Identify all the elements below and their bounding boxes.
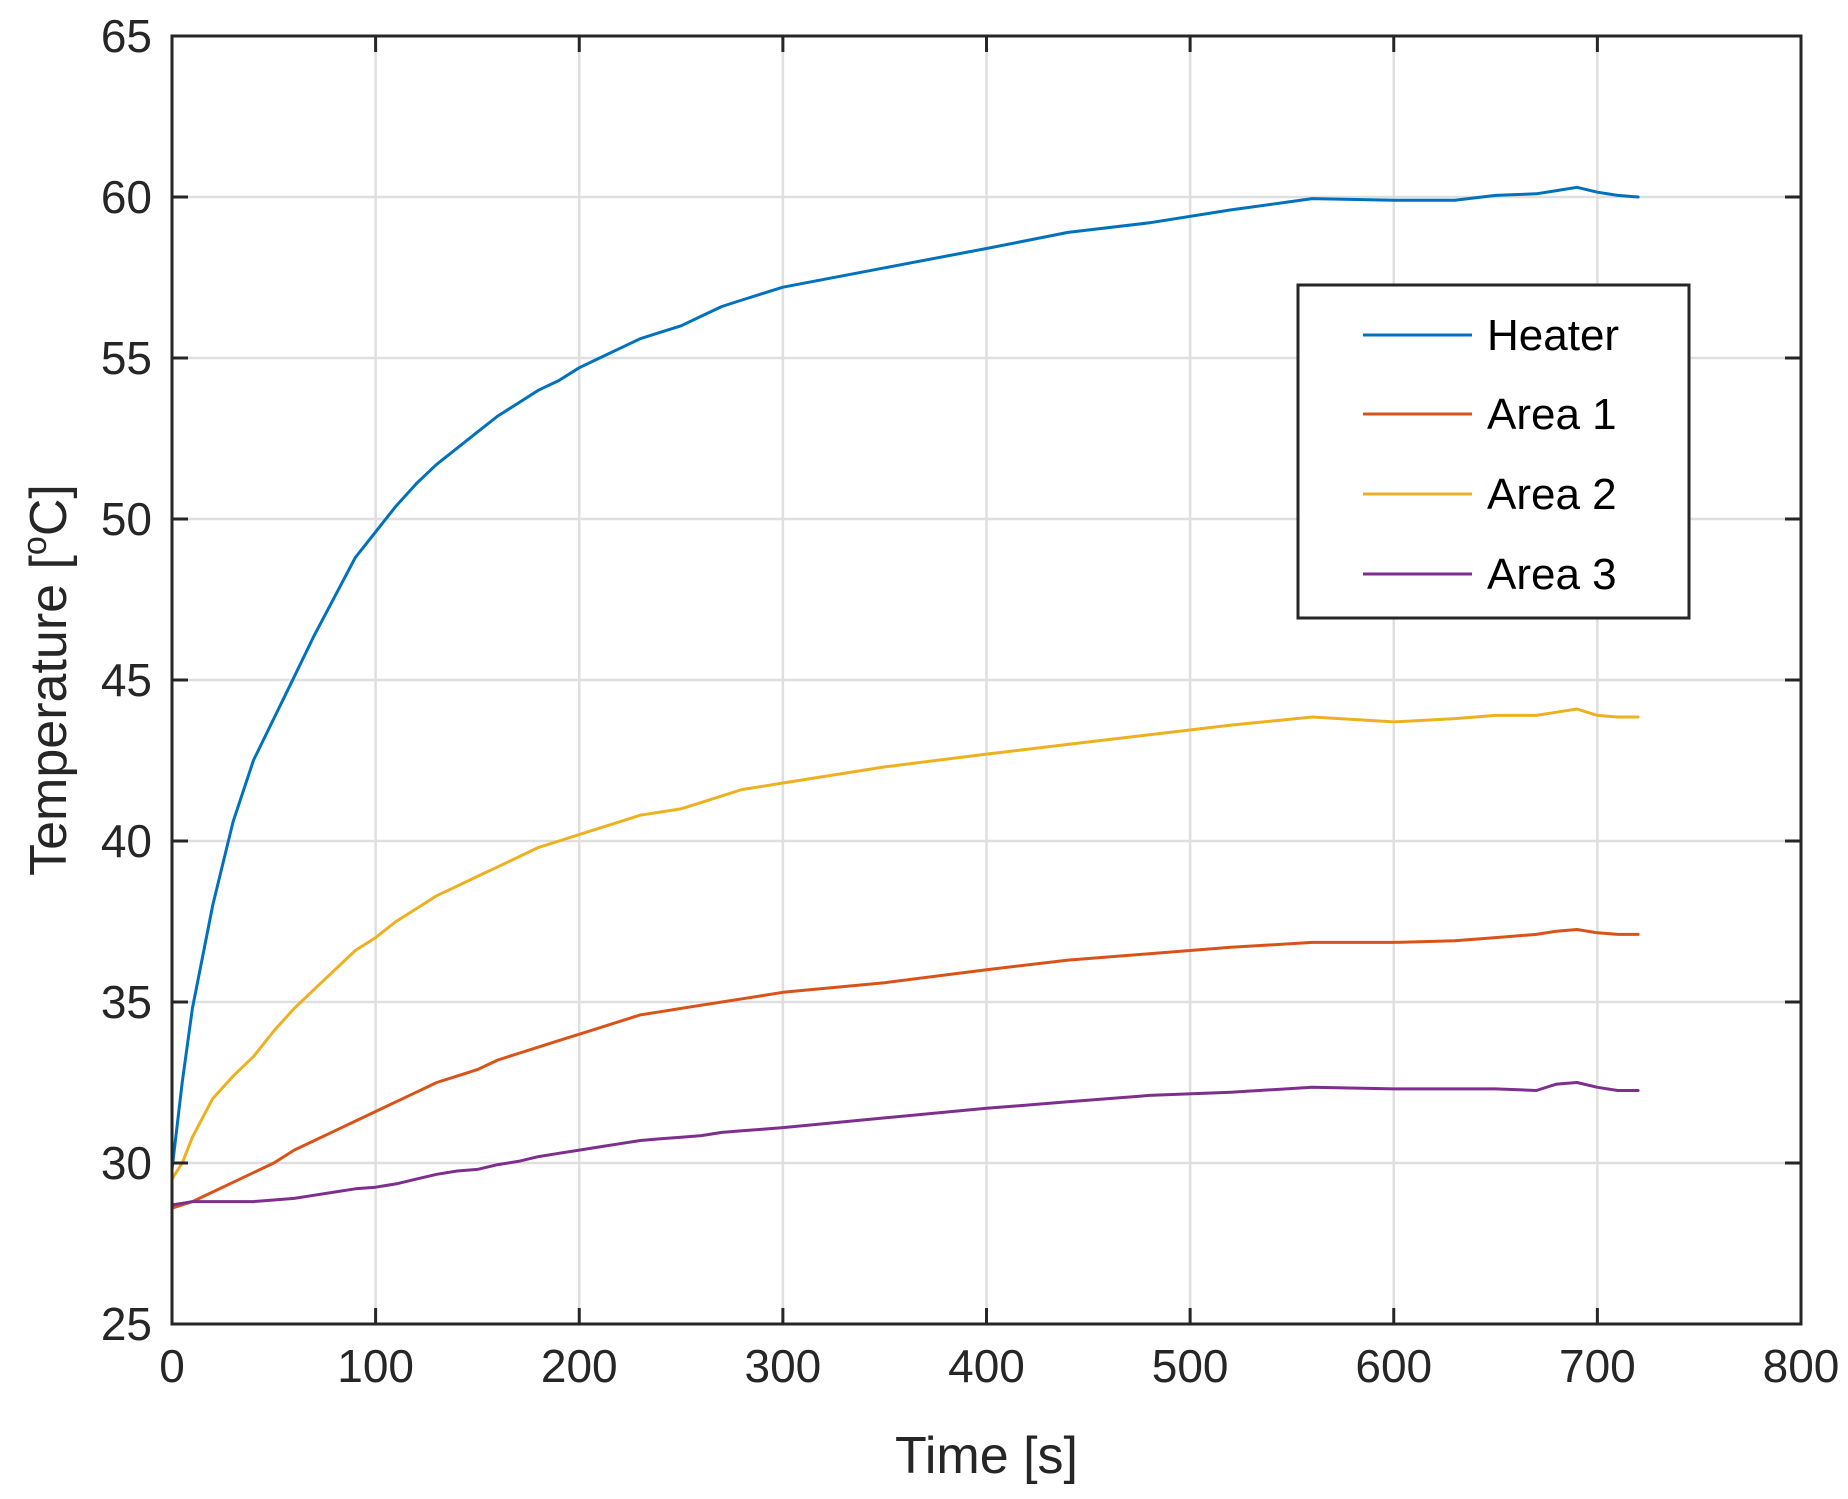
y-tick-label: 35 [101, 976, 152, 1028]
x-tick-label: 100 [337, 1340, 414, 1392]
x-tick-label: 500 [1152, 1340, 1229, 1392]
y-tick-label: 30 [101, 1137, 152, 1189]
y-tick-label: 60 [101, 171, 152, 223]
x-tick-label: 300 [745, 1340, 822, 1392]
legend-box [1296, 283, 1691, 620]
x-axis-label: Time [s] [895, 1427, 1078, 1485]
series-line-area-3 [170, 1081, 1640, 1207]
series-line-area-2 [170, 707, 1640, 1181]
y-tick-label: 45 [101, 654, 152, 706]
legend: Heater Area 1 Area 2 Area 3 [1296, 283, 1691, 620]
y-axis-label-unit: C] [20, 484, 78, 536]
axis-ticks: 0 100 200 300 400 500 600 700 800 25 30 35 40 45 50 55 6… [101, 10, 1840, 1392]
y-tick-label: 25 [101, 1298, 152, 1350]
series-line-area-1 [170, 928, 1640, 1210]
y-axis-label: Temperature [oC] [16, 484, 78, 876]
legend-label-area-3: Area 3 [1487, 550, 1617, 599]
y-tick-label: 50 [101, 493, 152, 545]
x-tick-label: 600 [1355, 1340, 1432, 1392]
x-tick-label: 0 [159, 1340, 185, 1392]
y-axis-label-superscript: o [16, 536, 54, 555]
x-tick-label: 400 [948, 1340, 1025, 1392]
legend-label-area-2: Area 2 [1487, 470, 1617, 519]
series-line-heater [170, 185, 1640, 1171]
series-lines [170, 185, 1640, 1210]
legend-label-area-1: Area 1 [1487, 390, 1617, 439]
y-tick-label: 65 [101, 10, 152, 62]
x-tick-label: 700 [1559, 1340, 1636, 1392]
y-tick-label: 40 [101, 815, 152, 867]
grid-lines [172, 36, 1801, 1324]
y-tick-label: 55 [101, 332, 152, 384]
y-axis-label-main: Temperature [ [20, 555, 78, 876]
legend-label-heater: Heater [1487, 311, 1619, 360]
x-tick-label: 800 [1763, 1340, 1840, 1392]
x-tick-label: 200 [541, 1340, 618, 1392]
